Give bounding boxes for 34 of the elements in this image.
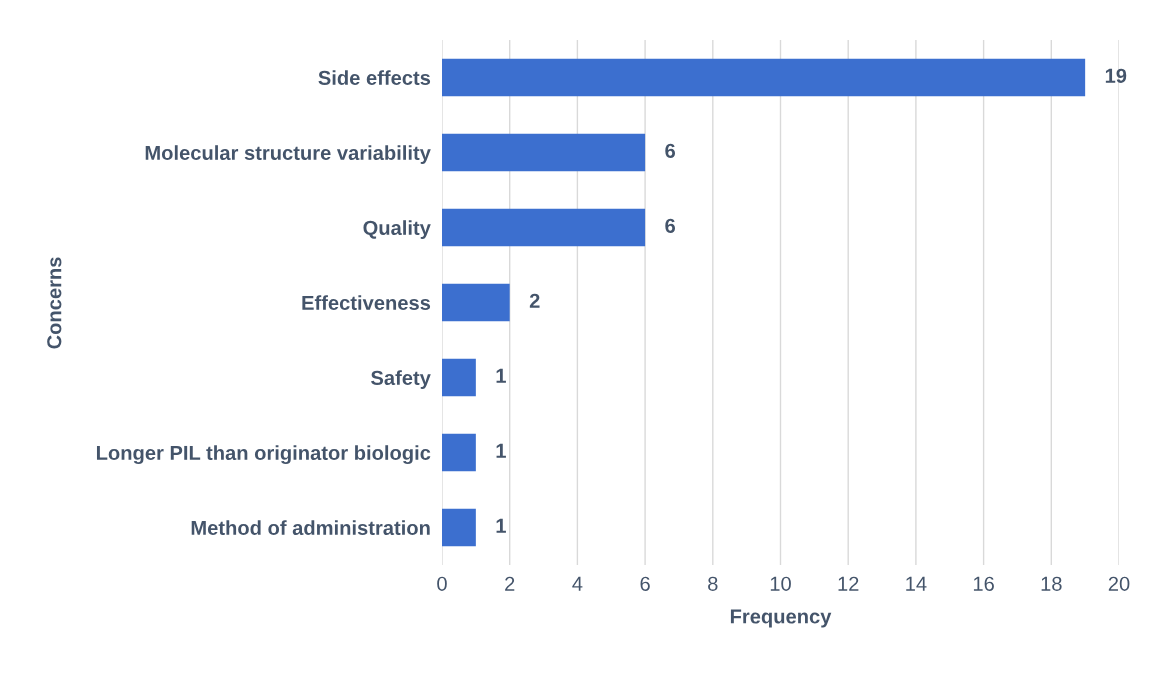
bar: [442, 508, 476, 547]
x-tick-label: 14: [906, 576, 927, 591]
x-tick-label: 12: [838, 576, 859, 591]
data-label: 2: [529, 293, 540, 308]
data-label: 1: [496, 443, 506, 458]
x-tick-label: 0: [437, 576, 447, 591]
y-tick-label: Safety: [371, 370, 431, 389]
bar: [442, 433, 476, 472]
y-tick-label: Effectiveness: [302, 295, 431, 310]
data-label: 1: [496, 368, 506, 383]
data-label: 6: [665, 218, 676, 233]
data-label: 6: [665, 143, 676, 158]
bar: [442, 133, 646, 172]
x-tick-label: 2: [505, 576, 515, 591]
bar: [442, 58, 1086, 97]
x-tick-label: 6: [640, 576, 650, 591]
x-tick-label: 20: [1108, 576, 1130, 591]
x-tick-label: 10: [770, 576, 791, 591]
x-tick-label: 4: [572, 576, 583, 591]
x-tick-label: 18: [1041, 576, 1062, 591]
y-tick-label: Longer PIL than originator biologic: [96, 445, 431, 465]
x-tick-label: 16: [973, 576, 994, 591]
data-label: 19: [1105, 68, 1127, 83]
x-tick-label: 8: [708, 576, 718, 591]
y-tick-label: Quality: [363, 220, 431, 239]
y-tick-label: Method of administration: [191, 520, 430, 535]
bar: [442, 208, 646, 247]
y-tick-label: Molecular structure variability: [145, 145, 431, 164]
bar: [442, 283, 510, 322]
data-label: 1: [496, 518, 506, 533]
y-axis-title: Concerns: [47, 257, 62, 349]
y-tick-label: Side effects: [318, 70, 431, 85]
x-axis-title: Frequency: [730, 609, 832, 628]
bar: [442, 358, 476, 397]
